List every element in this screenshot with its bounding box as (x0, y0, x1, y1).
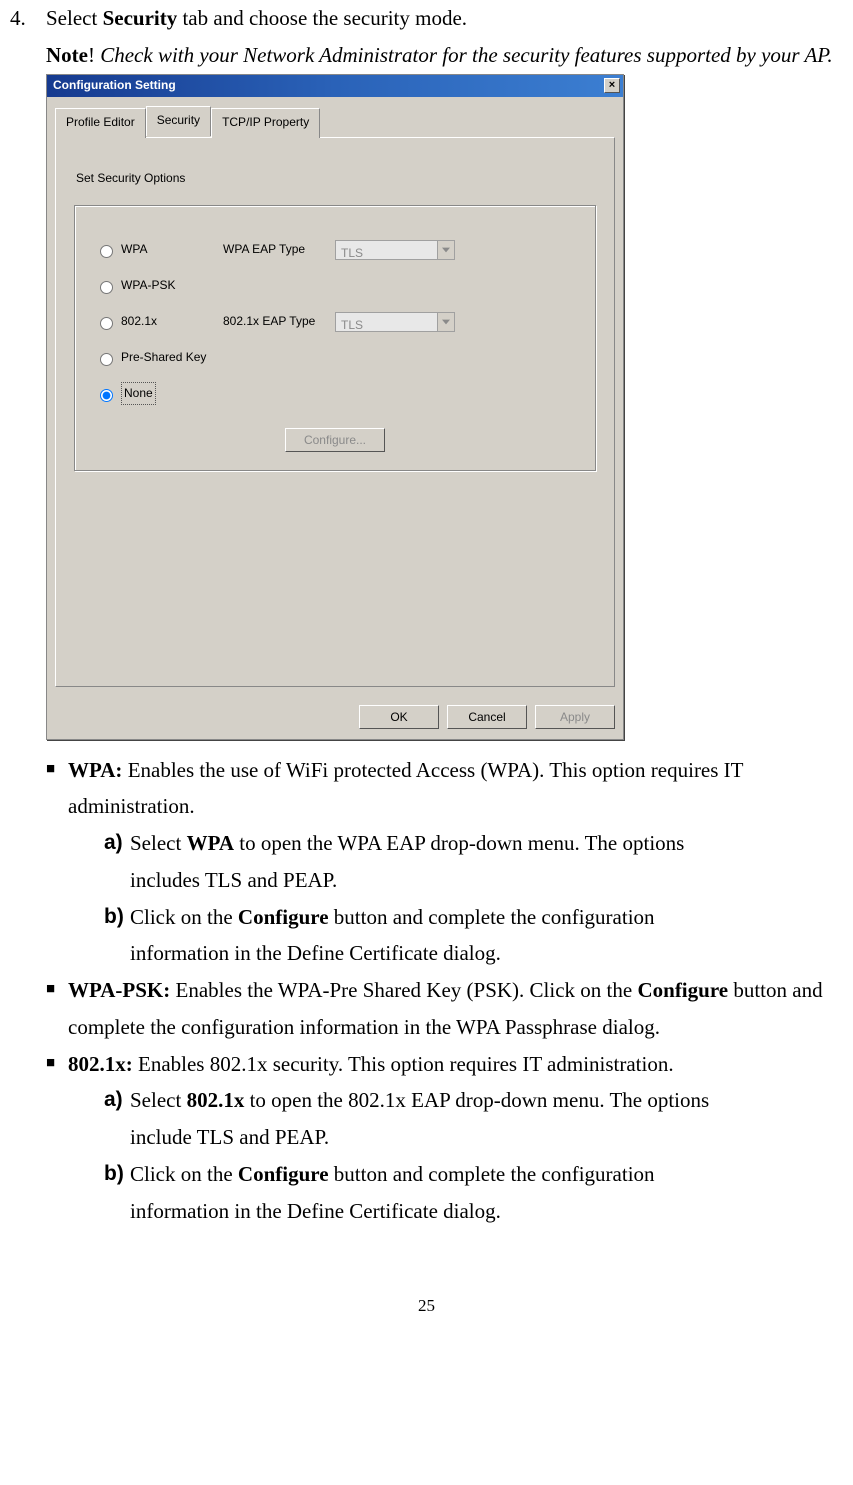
cancel-button[interactable]: Cancel (447, 705, 527, 729)
radio-input-wpa[interactable] (100, 245, 113, 258)
tabs: Profile Editor Security TCP/IP Property (55, 108, 615, 138)
radio-none[interactable]: None (95, 382, 223, 405)
radio-input-wpa-psk[interactable] (100, 281, 113, 294)
window-title: Configuration Setting (53, 75, 604, 96)
apply-button[interactable]: Apply (535, 705, 615, 729)
row-wpa-psk: WPA-PSK (95, 268, 575, 304)
wpa-eap-label: WPA EAP Type (223, 239, 335, 260)
security-groupbox: WPA WPA EAP Type TLS WPA-PSK (74, 205, 596, 471)
wpa-sub-b: b) Click on the Configure button and com… (10, 899, 843, 936)
dialog-body: Profile Editor Security TCP/IP Property … (47, 97, 623, 695)
tab-tcpip[interactable]: TCP/IP Property (211, 108, 320, 138)
ok-button[interactable]: OK (359, 705, 439, 729)
radio-psk[interactable]: Pre-Shared Key (95, 347, 223, 368)
close-icon[interactable]: × (604, 78, 620, 93)
configure-row: Configure... (95, 428, 575, 452)
row-none: None (95, 376, 575, 412)
dialog-buttons: OK Cancel Apply (47, 695, 623, 739)
bullet-icon: ■ (10, 752, 68, 826)
instruction-step: 4. Select Security tab and choose the se… (10, 0, 843, 37)
config-dialog: Configuration Setting × Profile Editor S… (46, 74, 624, 740)
titlebar: Configuration Setting × (47, 75, 623, 97)
bullet-icon: ■ (10, 1046, 68, 1083)
radio-wpa[interactable]: WPA (95, 239, 223, 260)
tab-profile-editor[interactable]: Profile Editor (55, 108, 146, 138)
radio-input-none[interactable] (100, 389, 113, 402)
step-number: 4. (10, 0, 46, 37)
row-psk: Pre-Shared Key (95, 340, 575, 376)
radio-8021x[interactable]: 802.1x (95, 311, 223, 332)
8021x-sub-a: a) Select 802.1x to open the 802.1x EAP … (10, 1082, 843, 1119)
note-line: Note! Check with your Network Administra… (10, 37, 843, 74)
tab-panel: Set Security Options WPA WPA EAP Type TL… (55, 137, 615, 687)
8021x-sub-b: b) Click on the Configure button and com… (10, 1156, 843, 1193)
bullet-8021x: ■ 802.1x: Enables 802.1x security. This … (10, 1046, 843, 1083)
bullet-wpa: ■ WPA: Enables the use of WiFi protected… (10, 752, 843, 826)
chevron-down-icon (437, 313, 454, 331)
row-wpa: WPA WPA EAP Type TLS (95, 232, 575, 268)
bullet-wpa-psk: ■ WPA-PSK: Enables the WPA-Pre Shared Ke… (10, 972, 843, 1046)
radio-input-8021x[interactable] (100, 317, 113, 330)
wpa-eap-dropdown[interactable]: TLS (335, 240, 455, 260)
group-legend-label: Set Security Options (76, 168, 596, 189)
bullet-icon: ■ (10, 972, 68, 1046)
chevron-down-icon (437, 241, 454, 259)
tab-security[interactable]: Security (146, 106, 211, 136)
wpa-sub-a: a) Select WPA to open the WPA EAP drop-d… (10, 825, 843, 862)
radio-input-psk[interactable] (100, 353, 113, 366)
step-text: Select Security tab and choose the secur… (46, 0, 843, 37)
page-number: 25 (10, 1291, 843, 1321)
configure-button[interactable]: Configure... (285, 428, 385, 452)
radio-wpa-psk[interactable]: WPA-PSK (95, 275, 223, 296)
8021x-eap-dropdown[interactable]: TLS (335, 312, 455, 332)
row-8021x: 802.1x 802.1x EAP Type TLS (95, 304, 575, 340)
8021x-eap-label: 802.1x EAP Type (223, 311, 335, 332)
bullets: ■ WPA: Enables the use of WiFi protected… (10, 752, 843, 1230)
